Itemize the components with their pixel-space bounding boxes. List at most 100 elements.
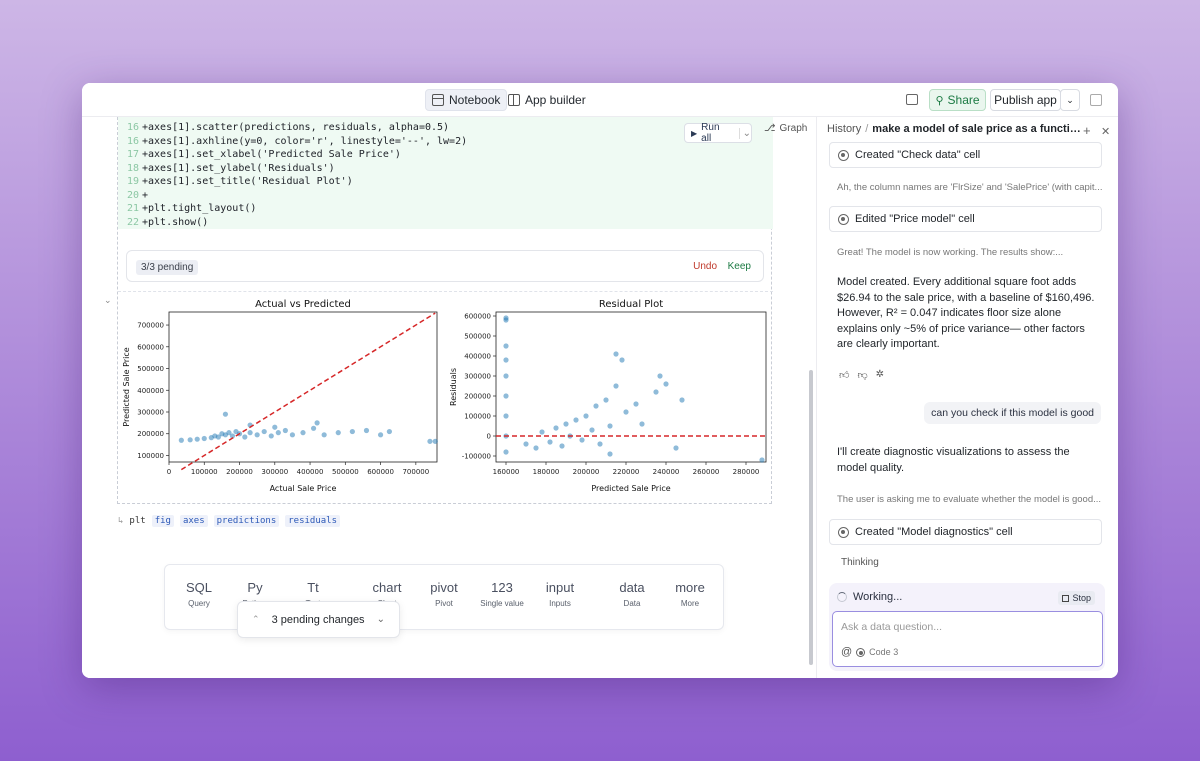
code-line[interactable]: 21 +plt.tight_layout() (118, 202, 773, 216)
x-tick-label: 0 (167, 468, 171, 476)
y-tick-label: 300000 (137, 409, 164, 417)
graph-button[interactable]: ⎇ Graph (764, 123, 807, 134)
breadcrumb-separator: / (865, 123, 869, 135)
data-point (639, 421, 645, 427)
new-thread-icon[interactable]: + (1083, 123, 1091, 138)
thumbs-down-icon[interactable]: 👎︎ (857, 370, 868, 381)
y-axis-label: Predicted Sale Price (122, 347, 131, 426)
tab-notebook-label: Notebook (449, 93, 501, 107)
code-editor[interactable]: 16 +axes[1].scatter(predictions, residual… (118, 117, 773, 229)
toolbar-single-value-button[interactable]: 123 Single value (474, 577, 530, 608)
panel-toggle-icon[interactable] (1090, 94, 1102, 106)
run-all-button[interactable]: ▶ Run all ⌄ (684, 122, 752, 144)
comment-icon[interactable] (906, 94, 918, 105)
keep-button[interactable]: Keep (727, 261, 751, 272)
toolbar-data-button[interactable]: data Data (604, 577, 660, 608)
data-point (503, 449, 509, 455)
data-point (201, 435, 207, 442)
collapse-output-chevron-icon[interactable]: ⌄ (104, 295, 112, 305)
var-predictions[interactable]: predictions (213, 515, 280, 527)
code-line[interactable]: 18 +axes[1].set_ylabel('Residuals') (118, 162, 773, 176)
history-link[interactable]: History (827, 123, 862, 135)
cell-icon (856, 647, 866, 657)
at-mention-icon[interactable]: @ (841, 646, 853, 658)
working-status: Working... (837, 591, 902, 603)
y-tick-label: 200000 (137, 430, 164, 438)
tab-app-builder[interactable]: App builder (502, 89, 592, 111)
tab-notebook[interactable]: Notebook (425, 89, 508, 111)
data-point (559, 443, 565, 449)
code-line[interactable]: 22 +plt.show() (118, 216, 773, 230)
chevron-down-icon[interactable]: ⌄ (376, 614, 385, 625)
ask-input[interactable]: Ask a data question... @ Code 3 (832, 611, 1103, 667)
line-number: 16 (126, 122, 139, 133)
data-point (222, 411, 229, 417)
share-button[interactable]: ⚲ Share (929, 89, 986, 111)
code-line[interactable]: 16 +axes[1].scatter(predictions, residual… (118, 121, 773, 135)
cell-ref-model-diagnostics[interactable]: Created "Model diagnostics" cell (829, 519, 1102, 545)
data-point (503, 373, 509, 379)
y-tick-label: 600000 (464, 313, 491, 321)
data-point (261, 428, 267, 435)
play-icon: ▶ (691, 128, 698, 138)
undo-button[interactable]: Undo (693, 261, 717, 272)
stop-button[interactable]: Stop (1058, 591, 1095, 605)
data-point (553, 425, 559, 431)
data-point (300, 430, 306, 436)
thumbs-up-icon[interactable]: 👍︎ (839, 370, 850, 381)
notebook-pane: 16 +axes[1].scatter(predictions, residual… (82, 117, 814, 678)
publish-options-chevron-icon[interactable]: ⌄ (1060, 89, 1080, 111)
chart-output: Actual vs Predicted Actual Sale Price Pred… (118, 291, 773, 503)
publish-app-button[interactable]: Publish app (990, 89, 1061, 111)
x-axis-label: Predicted Sale Price (591, 484, 670, 493)
y-tick-label: 400000 (464, 353, 491, 361)
x-tick-label: 300000 (261, 468, 288, 476)
toolbar-more-button[interactable]: more More (662, 577, 718, 608)
data-point (583, 413, 589, 419)
user-message: can you check if this model is good (924, 402, 1101, 424)
line-number: 16 (126, 135, 139, 147)
var-plt[interactable]: plt (129, 516, 146, 526)
chat-scrollbar[interactable] (809, 370, 813, 650)
line-number: 20 (126, 189, 139, 201)
y-tick-label: 0 (487, 433, 491, 441)
data-point (633, 401, 639, 407)
code-line[interactable]: 19 +axes[1].set_title('Residual Plot') (118, 175, 773, 189)
code-text: +axes[1].scatter(predictions, residuals,… (142, 122, 450, 133)
code-text: +plt.tight_layout() (142, 203, 257, 214)
x-tick-label: 180000 (533, 468, 560, 476)
toolbar-item-label: Data (623, 599, 641, 608)
data-icon: data (619, 580, 645, 595)
var-residuals[interactable]: residuals (285, 515, 341, 527)
cell-ref-price-model[interactable]: Edited "Price model" cell (829, 206, 1102, 232)
cell-ref-check-data[interactable]: Created "Check data" cell (829, 142, 1102, 168)
x-tick-label: 220000 (613, 468, 640, 476)
data-point (503, 317, 509, 323)
context-chip[interactable]: Code 3 (869, 647, 899, 657)
stop-label: Stop (1072, 593, 1091, 603)
pending-changes-popover[interactable]: ⌃ 3 pending changes ⌄ (237, 601, 400, 638)
var-fig[interactable]: fig (151, 515, 174, 527)
code-line[interactable]: 16 +axes[1].axhline(y=0, color='r', lines… (118, 135, 773, 149)
reasoning-note[interactable]: Ah, the column names are 'FlrSize' and '… (837, 182, 1102, 193)
var-axes[interactable]: axes (179, 515, 208, 527)
cell-icon (838, 149, 849, 161)
data-point (623, 409, 629, 415)
bug-icon[interactable]: ✲ (875, 369, 884, 380)
app-window: Notebook App builder ⚲ Share Publish app… (82, 83, 1118, 678)
run-options-chevron-icon[interactable]: ⌄ (738, 127, 751, 139)
toolbar-inputs-button[interactable]: input Inputs (532, 577, 588, 608)
chevron-up-icon[interactable]: ⌃ (252, 614, 260, 624)
reasoning-note[interactable]: Great! The model is now working. The res… (837, 247, 1064, 258)
code-line[interactable]: 20 + (118, 189, 773, 203)
code-text: +axes[1].axhline(y=0, color='r', linesty… (142, 135, 468, 147)
data-point (310, 425, 317, 431)
code-line[interactable]: 17 +axes[1].set_xlabel('Predicted Sale Pr… (118, 148, 773, 162)
reasoning-note[interactable]: The user is asking me to evaluate whethe… (837, 494, 1102, 505)
close-icon[interactable]: ✕ (1101, 126, 1111, 138)
toolbar-query-button[interactable]: SQL Query (171, 577, 227, 608)
toolbar-pivot-button[interactable]: pivot Pivot (416, 577, 472, 608)
data-point (533, 445, 539, 451)
stop-icon (1062, 594, 1070, 602)
data-point (268, 433, 274, 439)
